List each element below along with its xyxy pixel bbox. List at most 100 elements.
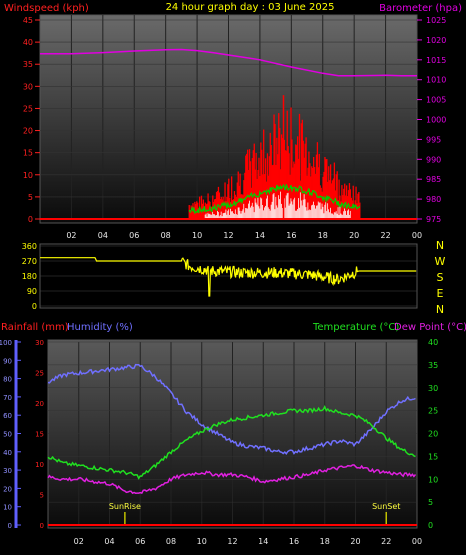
rainfall-tick-label: 20 [3, 485, 12, 493]
sun-annotation-label: SunRise [109, 502, 141, 511]
barometer-tick-label: 1025 [426, 16, 446, 25]
humidity-axis-ticks: 0 5 10 15 20 25 30 [35, 339, 44, 530]
x-tick-label: 18 [320, 537, 330, 546]
compass-label: N [436, 239, 444, 252]
barometer-tick-label: 1010 [426, 76, 446, 85]
x-tick-label: 16 [289, 537, 299, 546]
humidity-tick-label: 30 [35, 339, 44, 347]
humidity-tick-label: 0 [40, 522, 44, 530]
humidity-legend: Humidity (%) [67, 322, 133, 333]
temperature-tick-label: 30 [428, 384, 438, 393]
wind-tick-label: 25 [23, 104, 33, 113]
x-tick-label: 14 [258, 537, 268, 546]
barometer-tick-label: 985 [426, 175, 441, 184]
temperature-line [47, 405, 416, 480]
rainfall-legend: Rainfall (mm) [1, 322, 69, 333]
rainfall-tick-label: 10 [3, 504, 12, 512]
rainfall-tick-label: 0 [8, 522, 12, 530]
sun-annotation-label: SunSet [372, 502, 400, 511]
x-tick-label: 10 [192, 231, 202, 240]
humidity-tick-label: 20 [35, 400, 44, 408]
x-tick-label: 08 [161, 231, 171, 240]
x-tick-label: 08 [166, 537, 176, 546]
direction-tick-label: 90 [27, 287, 37, 296]
barometer-axis-title: Barometer (hpa) [379, 3, 462, 14]
rainfall-tick-label: 80 [3, 376, 12, 384]
barometer-tick-label: 1000 [426, 116, 446, 125]
sun-annotations: SunRise SunSet [109, 502, 400, 524]
rainfall-tick-label: 100 [0, 339, 12, 347]
x-tick-label: 22 [381, 537, 391, 546]
x-tick-label: 16 [286, 231, 296, 240]
temperature-tick-label: 35 [428, 361, 438, 370]
wind-direction-line [40, 257, 417, 297]
rainfall-tick-label: 30 [3, 467, 12, 475]
x-tick-label: 04 [104, 537, 114, 546]
direction-tick-label: 360 [22, 242, 37, 251]
x-tick-label: 18 [318, 231, 328, 240]
direction-axis-ticks: 0 90 180 270 360 [22, 242, 37, 311]
humidity-line [47, 363, 416, 456]
barometer-tick-label: 975 [426, 215, 441, 224]
temperature-legend: Temperature (°C) [312, 322, 399, 333]
rainfall-tick-label: 40 [3, 449, 12, 457]
wind-tick-label: 15 [23, 149, 33, 158]
x-tick-label: 12 [223, 231, 233, 240]
x-axis-ticks-bottom: 02 04 06 08 10 12 14 16 18 20 22 00 [74, 537, 422, 546]
chart-title: 24 hour graph day : 03 June 2025 [166, 2, 335, 13]
x-tick-label: 00 [412, 231, 422, 240]
x-tick-label: 06 [135, 537, 145, 546]
temperature-axis-ticks: 0 5 10 15 20 25 30 35 40 [428, 338, 438, 530]
wind-axis-ticks: 0 5 10 15 20 25 30 35 40 45 [23, 16, 40, 224]
average-wind-line [188, 183, 361, 215]
rainfall-axis-ticks: 0 10 20 30 40 50 60 70 80 90 100 [0, 339, 21, 530]
temperature-tick-label: 15 [428, 452, 438, 461]
x-tick-label: 20 [350, 537, 360, 546]
humidity-tick-label: 25 [35, 370, 44, 378]
humidity-tick-label: 10 [35, 461, 44, 469]
wind-tick-label: 20 [23, 127, 33, 136]
rainfall-tick-label: 90 [3, 357, 12, 365]
x-tick-label: 06 [129, 231, 139, 240]
barometer-axis-ticks: 975 980 985 990 995 1000 1005 1010 1015 1020 1025 [417, 16, 446, 224]
windspeed-bars [188, 95, 361, 219]
compass-label: W [435, 255, 446, 268]
wind-axis-title: Windspeed (kph) [4, 3, 89, 14]
direction-tick-label: 0 [32, 302, 37, 311]
x-tick-label: 02 [74, 537, 84, 546]
x-tick-label: 02 [66, 231, 76, 240]
compass-label: N [436, 303, 444, 316]
temperature-tick-label: 0 [428, 521, 433, 530]
wind-tick-label: 10 [23, 171, 33, 180]
compass-label: S [437, 271, 444, 284]
wind-tick-label: 40 [23, 38, 33, 47]
barometer-tick-label: 995 [426, 135, 441, 144]
wind-tick-label: 0 [28, 215, 33, 224]
barometer-line [40, 48, 417, 77]
x-tick-label: 20 [349, 231, 359, 240]
temperature-tick-label: 5 [428, 498, 433, 507]
direction-tick-label: 270 [22, 257, 37, 266]
barometer-tick-label: 1005 [426, 96, 446, 105]
x-tick-label: 04 [98, 231, 108, 240]
x-tick-label: 14 [255, 231, 265, 240]
temperature-tick-label: 25 [428, 407, 438, 416]
rainfall-tick-label: 50 [3, 431, 12, 439]
wind-tick-label: 45 [23, 16, 33, 25]
x-tick-label: 12 [227, 537, 237, 546]
humidity-tick-label: 15 [35, 431, 44, 439]
direction-panel-grid [40, 245, 417, 307]
compass-label: E [437, 287, 444, 300]
temperature-tick-label: 20 [428, 430, 438, 439]
humidity-tick-label: 5 [40, 492, 44, 500]
rainfall-tick-label: 60 [3, 412, 12, 420]
temperature-tick-label: 10 [428, 475, 438, 484]
x-tick-label: 00 [412, 537, 422, 546]
dewpoint-line [47, 464, 417, 495]
direction-tick-label: 180 [22, 272, 37, 281]
wind-tick-label: 30 [23, 82, 33, 91]
dewpoint-legend: Dew Point (°C) [394, 322, 466, 333]
barometer-tick-label: 980 [426, 195, 441, 204]
